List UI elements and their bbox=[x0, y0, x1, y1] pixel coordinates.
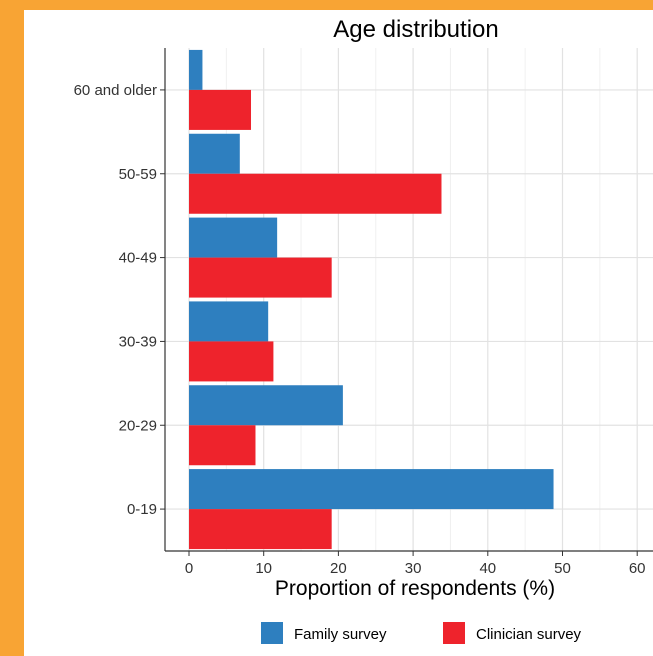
legend-swatch-family bbox=[261, 622, 283, 644]
legend-label-family: Family survey bbox=[294, 626, 387, 643]
x-axis-title: Proportion of respondents (%) bbox=[275, 577, 555, 600]
x-tick-label: 20 bbox=[330, 560, 347, 577]
bar-clinician-60-and-older bbox=[189, 89, 252, 130]
x-tick-label: 50 bbox=[554, 560, 571, 577]
y-tick-label: 40-49 bbox=[119, 250, 157, 267]
x-tick-label: 40 bbox=[479, 560, 496, 577]
bar-chart: Age distribution 0-19 20-29 30-39 40-49 50-5… bbox=[74, 16, 653, 644]
legend: Family survey Clinician survey bbox=[261, 622, 582, 644]
y-tick-label: 50-59 bbox=[119, 166, 157, 183]
y-tick-label: 60 and older bbox=[74, 82, 157, 99]
x-tick-label: 30 bbox=[405, 560, 422, 577]
chart-panel: Age distribution 0-19 20-29 30-39 40-49 50-5… bbox=[24, 10, 653, 656]
bar-clinician-0-19 bbox=[189, 509, 332, 550]
x-tick-label: 0 bbox=[185, 560, 193, 577]
legend-swatch-clinician bbox=[443, 622, 465, 644]
plot-area: 0-19 20-29 30-39 40-49 50-59 60 and older 0 10 2… bbox=[74, 48, 653, 577]
bar-family-40-49 bbox=[189, 217, 278, 258]
bar-family-0-19 bbox=[189, 469, 554, 510]
chart-title: Age distribution bbox=[333, 16, 498, 43]
x-tick-label: 10 bbox=[255, 560, 272, 577]
y-tick-label: 20-29 bbox=[119, 417, 157, 434]
bar-family-30-39 bbox=[189, 301, 269, 342]
x-tick-label: 60 bbox=[629, 560, 646, 577]
bar-family-50-59 bbox=[189, 133, 240, 174]
y-tick-label: 0-19 bbox=[127, 501, 157, 518]
bar-clinician-20-29 bbox=[189, 425, 256, 466]
bar-family-20-29 bbox=[189, 385, 343, 426]
bar-clinician-50-59 bbox=[189, 173, 442, 214]
legend-label-clinician: Clinician survey bbox=[476, 626, 582, 643]
bar-clinician-30-39 bbox=[189, 341, 274, 382]
bar-clinician-40-49 bbox=[189, 257, 332, 298]
y-tick-label: 30-39 bbox=[119, 333, 157, 350]
bar-family-60-and-older bbox=[189, 49, 203, 90]
